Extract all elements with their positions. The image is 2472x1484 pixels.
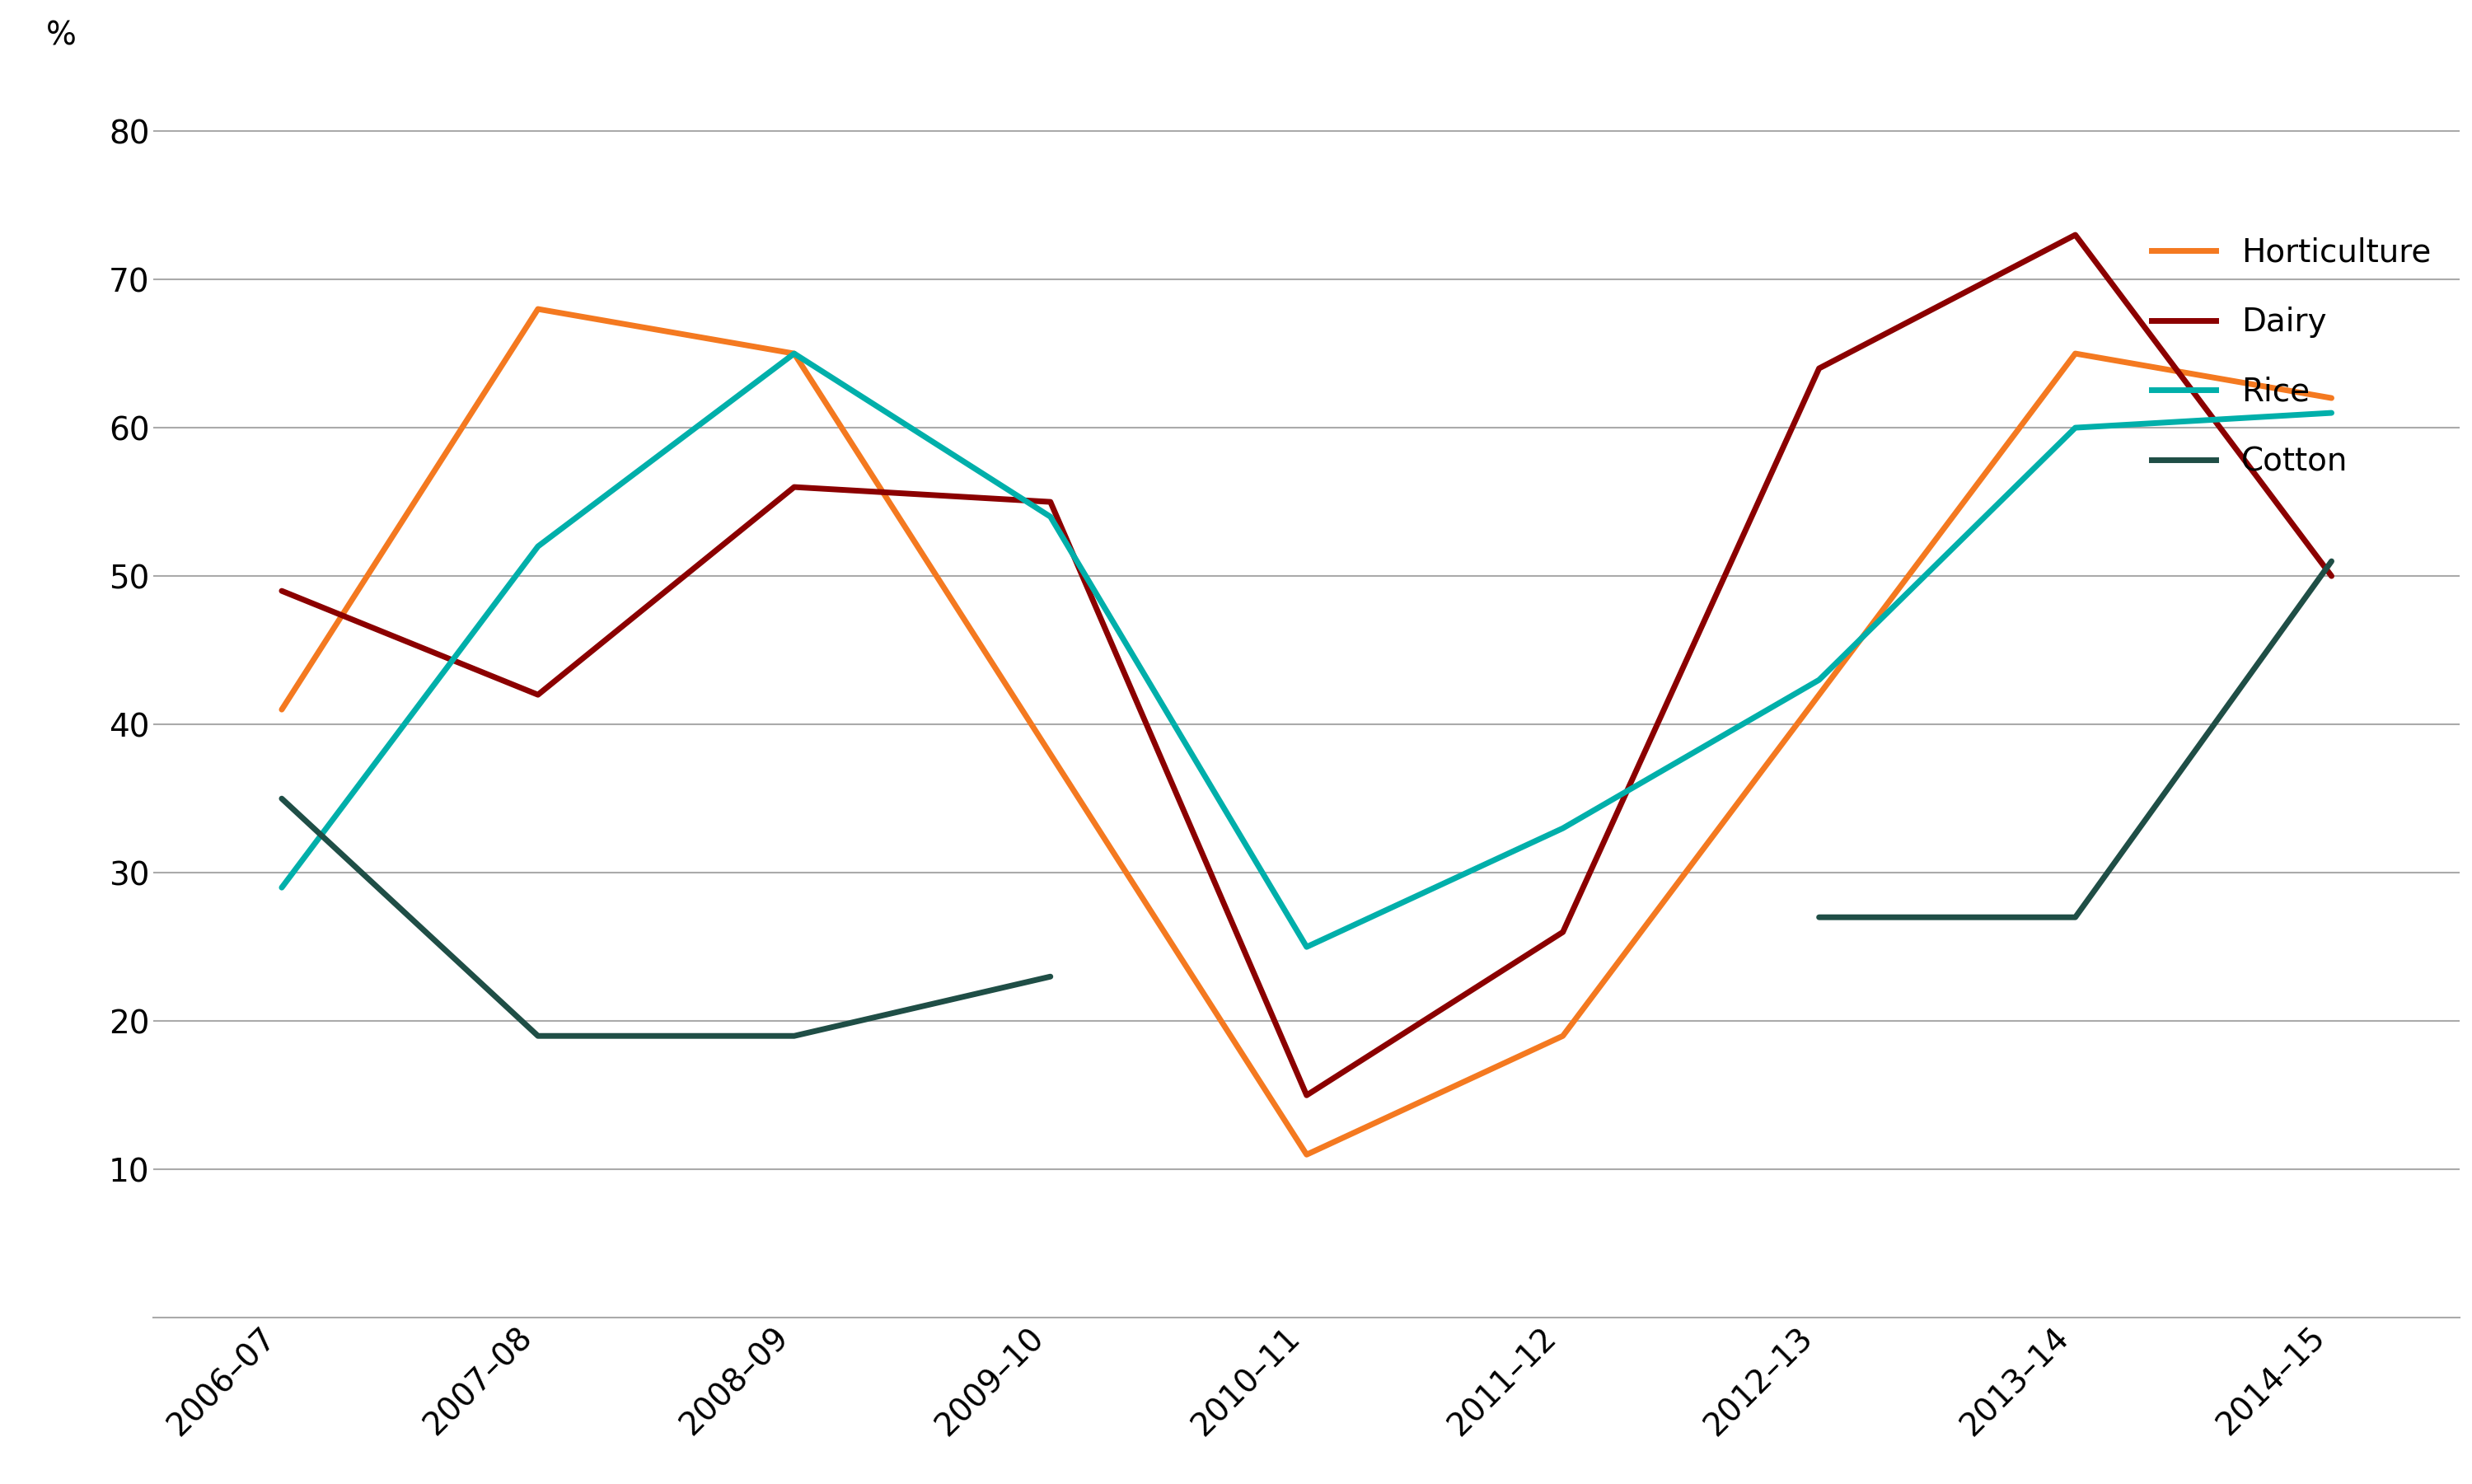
Rice <box>267 879 297 896</box>
Dairy <box>524 686 554 703</box>
Dairy <box>1547 923 1577 941</box>
Legend: Horticulture, Dairy, Rice, Cotton: Horticulture, Dairy, Rice, Cotton <box>2138 224 2445 490</box>
Dairy <box>1293 1086 1323 1104</box>
Rice <box>2316 404 2346 421</box>
Horticulture <box>1547 1027 1577 1045</box>
Dairy <box>2062 226 2091 243</box>
Horticulture <box>267 700 297 718</box>
Rice <box>1036 508 1065 525</box>
Rice <box>779 344 808 362</box>
Line: Horticulture: Horticulture <box>282 309 2331 1155</box>
Rice <box>1805 671 1834 689</box>
Dairy <box>1805 359 1834 377</box>
Dairy <box>2316 567 2346 585</box>
Horticulture <box>1036 745 1065 763</box>
Horticulture <box>2062 344 2091 362</box>
Horticulture <box>779 344 808 362</box>
Dairy <box>779 478 808 496</box>
Line: Cotton: Cotton <box>1819 561 2331 917</box>
Rice <box>2062 418 2091 436</box>
Horticulture <box>524 300 554 318</box>
Horticulture <box>2316 389 2346 407</box>
Line: Rice: Rice <box>282 353 2331 947</box>
Dairy <box>1036 493 1065 510</box>
Y-axis label: %: % <box>47 21 77 52</box>
Dairy <box>267 582 297 600</box>
Horticulture <box>1805 686 1834 703</box>
Rice <box>1293 938 1323 956</box>
Cotton <box>1805 908 1834 926</box>
Rice <box>1547 819 1577 837</box>
Cotton <box>2062 908 2091 926</box>
Cotton <box>2316 552 2346 570</box>
Line: Dairy: Dairy <box>282 234 2331 1095</box>
Horticulture <box>1293 1146 1323 1163</box>
Rice <box>524 537 554 555</box>
